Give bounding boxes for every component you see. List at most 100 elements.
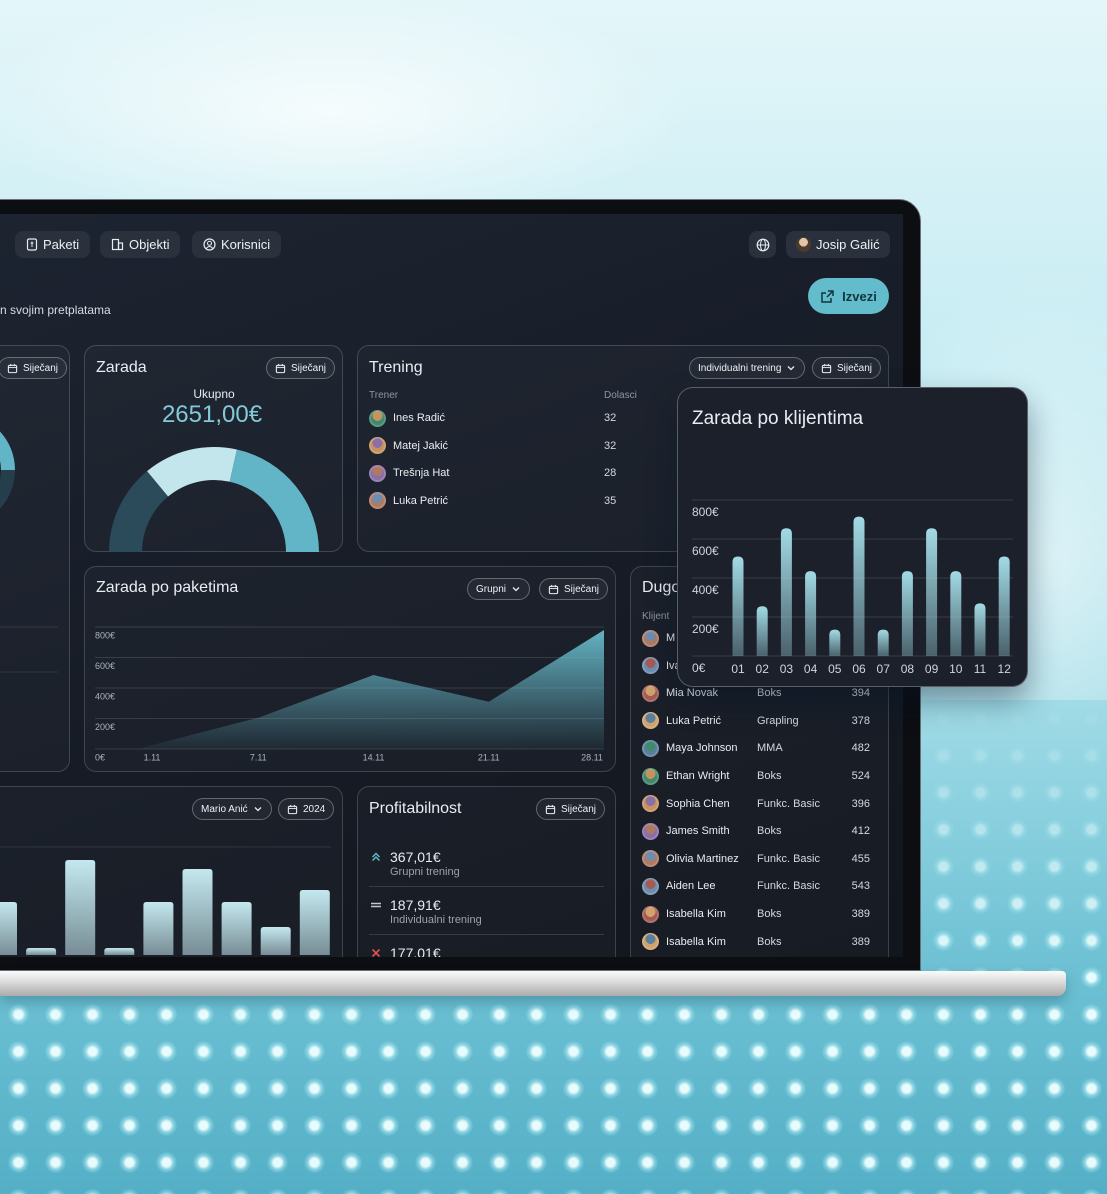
bar (0, 902, 17, 955)
card-title: Zarada po paketima (96, 579, 239, 596)
bar (756, 606, 768, 656)
label: Korisnici (221, 237, 271, 252)
icon-part (371, 852, 381, 862)
bar (877, 629, 889, 656)
avatar (642, 712, 659, 730)
avatar (642, 629, 659, 647)
filter-button[interactable]: Grupni (467, 578, 531, 600)
x-tick-label: 7.11 (250, 752, 267, 762)
trainer-name: Matej Jakić (393, 439, 449, 452)
filter-button[interactable]: Individualni trening (689, 357, 806, 379)
filter-button[interactable]: 2024 (278, 798, 335, 820)
client-package: Funkc. Basic (757, 852, 820, 865)
icon (111, 238, 124, 251)
nav-button[interactable]: Korisnici (192, 231, 282, 258)
client-amount: 396 (851, 797, 870, 810)
trainer-name: Luka Petrić (393, 494, 449, 507)
bar (998, 556, 1010, 656)
label: Grupni (476, 583, 507, 595)
filter-button[interactable]: Siječanj (0, 357, 68, 379)
client-amount: 455 (851, 852, 870, 865)
user-button[interactable]: Josip Galić (786, 231, 890, 258)
laptop-base (0, 971, 1066, 996)
profit-value: 177,01€ (390, 945, 441, 957)
x-tick-label: 11 (974, 662, 987, 676)
chart: 0€ 200€ 400€ 600€ 800€ 01 02 03 04 05 06 07 08 09 10 11… (692, 499, 1013, 676)
avatar (369, 464, 386, 482)
filter-button[interactable]: Siječanj (539, 578, 609, 600)
avatar (642, 739, 659, 757)
icon-part (821, 364, 832, 373)
icon-part (207, 240, 212, 246)
bar (26, 948, 57, 955)
x-tick-label: 08 (901, 662, 915, 676)
icon-part (787, 366, 795, 371)
avatar (642, 877, 659, 895)
column-header: Dolasci (604, 390, 637, 401)
client-package: Boks (757, 687, 782, 700)
icon (511, 584, 521, 594)
avatar (642, 850, 659, 868)
label: Josip Galić (816, 237, 880, 252)
profit-value: 187,91€ (390, 897, 441, 913)
y-tick-label: 400€ (95, 691, 115, 701)
bar (805, 571, 817, 656)
trainer-name: Trešnja Hat (393, 467, 450, 479)
bar (780, 528, 792, 656)
bar (221, 902, 252, 955)
filter-button[interactable]: Siječanj (812, 357, 882, 379)
icon-part (371, 902, 381, 908)
icon-part (545, 805, 556, 814)
card-title: Profitabilnost (369, 800, 462, 817)
label: Paketi (43, 237, 80, 252)
icon-part (117, 242, 124, 251)
label: Izvezi (842, 288, 877, 304)
bar (260, 927, 291, 955)
client-name: Olivia Martinez (666, 852, 739, 865)
filter-button[interactable]: Siječanj (536, 798, 606, 820)
icon-part (275, 363, 286, 373)
icon-part (548, 585, 559, 594)
x-tick-label: 04 (804, 662, 818, 676)
filter-button[interactable]: Siječanj (266, 357, 336, 379)
language-button[interactable] (749, 231, 776, 258)
nav-button[interactable]: Objekti (100, 231, 181, 258)
icon-part (254, 807, 262, 812)
icon-part (287, 804, 298, 814)
column-header: Trener (369, 390, 399, 401)
icon-part (203, 238, 216, 251)
client-name: Ethan Wright (666, 770, 730, 782)
icon-part (254, 807, 262, 812)
export-button[interactable]: Izvezi (808, 278, 889, 314)
icon-part (512, 587, 520, 592)
y-tick-label: 800€ (95, 630, 115, 640)
filter-button[interactable]: Mario Anić (192, 798, 272, 820)
y-tick-label: 200€ (692, 622, 719, 636)
icon-part (7, 363, 18, 373)
card-title: Zarada (96, 359, 147, 376)
donut-segment (109, 471, 169, 552)
avatar (369, 492, 386, 509)
card-title: Trening (369, 359, 423, 376)
y-tick-label: 0€ (95, 752, 105, 762)
label: Mario Anić (201, 803, 248, 815)
icon-part (111, 238, 124, 251)
client-name: Isabella Kim (666, 935, 726, 948)
icon-part (821, 363, 832, 373)
client-amount: 389 (851, 908, 870, 920)
y-tick-label: 400€ (692, 583, 719, 597)
icon-part (30, 241, 34, 247)
x-tick-label: 05 (828, 662, 842, 676)
client-name: M (666, 632, 676, 644)
attendance: 28 (604, 467, 617, 479)
card (84, 345, 343, 552)
client-package: Boks (757, 908, 782, 920)
nav-button[interactable]: Paketi (15, 231, 91, 258)
bar (65, 860, 96, 955)
client-package: MMA (757, 742, 783, 755)
icon (275, 363, 286, 374)
icon (548, 584, 559, 595)
bar (853, 516, 865, 656)
client-name: Maya Johnson (666, 742, 738, 755)
label: Objekti (129, 237, 170, 252)
